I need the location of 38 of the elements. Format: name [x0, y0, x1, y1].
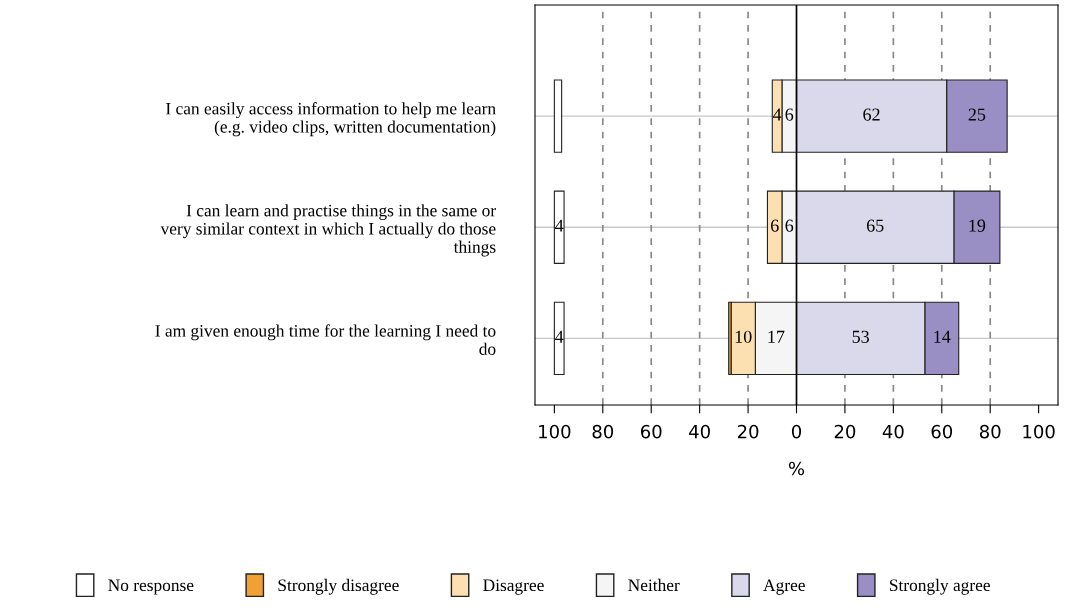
data-label: 19 — [969, 219, 986, 232]
bar — [553, 190, 565, 264]
bar — [553, 301, 565, 375]
legend-label: Agree — [763, 579, 805, 595]
legend-label: Disagree — [483, 579, 544, 595]
legend-label: No response — [108, 579, 194, 595]
data-label: 10 — [735, 330, 752, 343]
data-label: 6 — [785, 219, 794, 232]
data-label: 14 — [934, 330, 951, 343]
data-label: 6 — [770, 219, 779, 232]
data-label: 62 — [863, 108, 880, 121]
x-tick-label: 60 — [931, 424, 953, 439]
data-label: 4 — [555, 330, 564, 343]
x-tick-label: 20 — [737, 424, 759, 439]
x-tick-label: 40 — [689, 424, 710, 439]
data-label: 4 — [772, 108, 782, 121]
data-label: 4 — [555, 219, 564, 232]
legend-label: Strongly agree — [889, 578, 990, 595]
x-tick-label: 100 — [1023, 424, 1055, 439]
legend-label: Neither — [628, 578, 680, 592]
y-tick-label: I can learn and practise things in the same or very similar context in which I actually do those things — [160, 204, 496, 257]
bar — [553, 79, 563, 153]
x-tick-label: 80 — [979, 424, 1001, 439]
y-tick-label: I can easily access information to help me learn (e.g. video clips, written documentation) — [166, 102, 496, 137]
data-label: 65 — [866, 219, 884, 232]
x-tick-label: 60 — [641, 424, 662, 439]
data-label: 25 — [968, 108, 986, 121]
data-label: 6 — [785, 108, 794, 121]
x-tick-label: 80 — [592, 424, 614, 439]
x-tick-label: 40 — [882, 424, 904, 439]
data-label: 17 — [768, 330, 785, 343]
x-tick-label: 100 — [539, 424, 571, 439]
y-tick-label: I am given enough time for the learning I need to do — [155, 324, 496, 355]
x-axis-title: % — [788, 461, 805, 476]
legend-label: Strongly disagree — [278, 578, 399, 595]
data-label: 53 — [852, 330, 869, 343]
x-tick-label: 0 — [791, 424, 802, 439]
x-tick-label: 20 — [834, 424, 856, 439]
